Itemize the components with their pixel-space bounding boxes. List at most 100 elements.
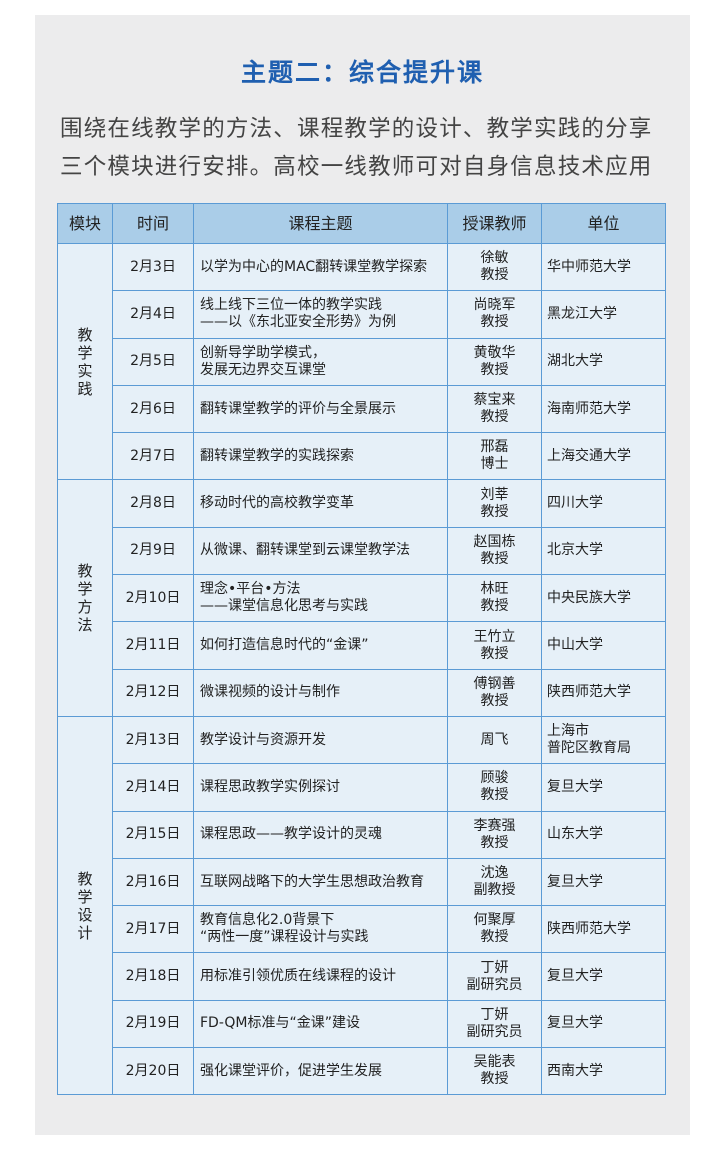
teacher-cell: 吴能表 教授 <box>447 1047 542 1096</box>
unit-cell: 陕西师范大学 <box>541 905 666 954</box>
unit-cell: 山东大学 <box>541 810 666 859</box>
topic-cell: 互联网战略下的大学生思想政治教育 <box>193 857 448 907</box>
table-row: 2月6日 翻转课堂教学的评价与全景展示 蔡宝来 教授 海南师范大学 <box>58 384 666 434</box>
table-body: 教学实践 2月3日 以学为中心的MAC翻转课堂教学探索 徐敏 教授 华中师范大学 2月4日… <box>57 242 666 1096</box>
header-row: 模块 时间 课程主题 授课教师 单位 <box>57 203 666 244</box>
teacher-cell: 丁妍 副研究员 <box>447 999 542 1049</box>
teacher-cell: 林旺 教授 <box>447 574 542 623</box>
unit-cell: 华中师范大学 <box>541 242 666 292</box>
unit-cell: 西南大学 <box>541 1047 666 1096</box>
table-row: 2月5日 创新导学助学模式， 发展无边界交互课堂 黄敬华 教授 湖北大学 <box>58 337 666 386</box>
teacher-cell: 刘莘 教授 <box>447 479 542 528</box>
topic-cell: FD-QM标准与“金课”建设 <box>193 999 448 1049</box>
date-cell: 2月4日 <box>112 290 194 339</box>
table-row: 2月18日 用标准引领优质在线课程的设计 丁妍 副研究员 复旦大学 <box>58 952 666 1001</box>
table-row: 教学实践 2月3日 以学为中心的MAC翻转课堂教学探索 徐敏 教授 华中师范大学 <box>57 242 666 481</box>
teacher-cell: 王竹立 教授 <box>447 621 542 670</box>
unit-cell: 陕西师范大学 <box>541 668 666 717</box>
teacher-cell: 周飞 <box>447 715 542 765</box>
column-header: 授课教师 <box>447 203 542 244</box>
topic-cell: 线上线下三位一体的教学实践 ——以《东北亚安全形势》为例 <box>193 290 448 339</box>
topic-cell: 翻转课堂教学的实践探索 <box>193 432 448 481</box>
card: 主题二：综合提升课 围绕在线教学的方法、课程教学的设计、教学实践的分享 三个模块… <box>35 15 690 1135</box>
date-cell: 2月10日 <box>112 574 194 623</box>
module-label: 教学方法 <box>77 562 93 635</box>
unit-cell: 复旦大学 <box>541 763 666 812</box>
teacher-cell: 赵国栋 教授 <box>447 526 542 576</box>
intro-line: 三个模块进行安排。高校一线教师可对自身信息技术应用 <box>60 154 653 180</box>
table-row: 2月12日 微课视频的设计与制作 傅钢善 教授 陕西师范大学 <box>58 668 666 717</box>
topic-cell: 翻转课堂教学的评价与全景展示 <box>193 384 448 434</box>
table-row: 2月17日 教育信息化2.0背景下 “两性一度”课程设计与实践 何聚厚 教授 陕西师范… <box>58 905 666 954</box>
topic-cell: 用标准引领优质在线课程的设计 <box>193 952 448 1001</box>
topic-cell: 教学设计与资源开发 <box>193 715 448 765</box>
table-row: 2月19日 FD-QM标准与“金课”建设 丁妍 副研究员 复旦大学 <box>58 999 666 1049</box>
column-header: 课程主题 <box>193 203 448 244</box>
unit-cell: 上海市 普陀区教育局 <box>541 715 666 765</box>
teacher-cell: 顾骏 教授 <box>447 763 542 812</box>
date-cell: 2月16日 <box>112 857 194 907</box>
title: 主题二：综合提升课 <box>240 58 484 87</box>
table-row: 2月9日 从微课、翻转课堂到云课堂教学法 赵国栋 教授 北京大学 <box>58 526 666 576</box>
unit-cell: 复旦大学 <box>541 857 666 907</box>
topic-cell: 从微课、翻转课堂到云课堂教学法 <box>193 526 448 576</box>
date-cell: 2月15日 <box>112 810 194 859</box>
table-row: 2月4日 线上线下三位一体的教学实践 ——以《东北亚安全形势》为例 尚晓军 教授 黑龙… <box>58 290 666 339</box>
teacher-cell: 李赛强 教授 <box>447 810 542 859</box>
topic-cell: 微课视频的设计与制作 <box>193 668 448 717</box>
unit-cell: 复旦大学 <box>541 952 666 1001</box>
date-cell: 2月13日 <box>112 715 194 765</box>
teacher-cell: 傅钢善 教授 <box>447 668 542 717</box>
topic-cell: 强化课堂评价，促进学生发展 <box>193 1047 448 1096</box>
column-header: 单位 <box>541 203 666 244</box>
column-header: 模块 <box>57 203 113 244</box>
module-cell: 教学设计 <box>57 715 113 1096</box>
unit-cell: 上海交通大学 <box>541 432 666 481</box>
date-cell: 2月6日 <box>112 384 194 434</box>
schedule-table: 模块 时间 课程主题 授课教师 单位 教学实践 2月3日 以学为中心的MAC翻转课堂教学探索… <box>57 203 666 1096</box>
date-cell: 2月3日 <box>112 242 194 292</box>
topic-cell: 以学为中心的MAC翻转课堂教学探索 <box>193 242 448 292</box>
table-row: 教学方法 2月8日 移动时代的高校教学变革 刘莘 教授 四川大学 <box>57 479 666 717</box>
topic-cell: 课程思政——教学设计的灵魂 <box>193 810 448 859</box>
teacher-cell: 邢磊 博士 <box>447 432 542 481</box>
module-label: 教学设计 <box>77 869 93 942</box>
date-cell: 2月17日 <box>112 905 194 954</box>
table-row: 2月20日 强化课堂评价，促进学生发展 吴能表 教授 西南大学 <box>58 1047 666 1096</box>
topic-cell: 教育信息化2.0背景下 “两性一度”课程设计与实践 <box>193 905 448 954</box>
table-row: 2月11日 如何打造信息时代的“金课” 王竹立 教授 中山大学 <box>58 621 666 670</box>
date-cell: 2月11日 <box>112 621 194 670</box>
teacher-cell: 沈逸 副教授 <box>447 857 542 907</box>
date-cell: 2月8日 <box>112 479 194 528</box>
date-cell: 2月5日 <box>112 337 194 386</box>
unit-cell: 海南师范大学 <box>541 384 666 434</box>
date-cell: 2月19日 <box>112 999 194 1049</box>
column-header: 时间 <box>112 203 194 244</box>
teacher-cell: 何聚厚 教授 <box>447 905 542 954</box>
unit-cell: 中山大学 <box>541 621 666 670</box>
date-cell: 2月9日 <box>112 526 194 576</box>
topic-cell: 如何打造信息时代的“金课” <box>193 621 448 670</box>
date-cell: 2月12日 <box>112 668 194 717</box>
unit-cell: 北京大学 <box>541 526 666 576</box>
table-row: 教学设计 2月13日 教学设计与资源开发 周飞 上海市 普陀区教育局 <box>57 715 666 1096</box>
topic-cell: 移动时代的高校教学变革 <box>193 479 448 528</box>
intro-line: 围绕在线教学的方法、课程教学的设计、教学实践的分享 <box>60 116 653 142</box>
date-cell: 2月18日 <box>112 952 194 1001</box>
topic-cell: 课程思政教学实例探讨 <box>193 763 448 812</box>
module-cell: 教学方法 <box>57 479 113 717</box>
unit-cell: 复旦大学 <box>541 999 666 1049</box>
teacher-cell: 丁妍 副研究员 <box>447 952 542 1001</box>
teacher-cell: 蔡宝来 教授 <box>447 384 542 434</box>
date-cell: 2月20日 <box>112 1047 194 1096</box>
module-cell: 教学实践 <box>57 242 113 481</box>
teacher-cell: 尚晓军 教授 <box>447 290 542 339</box>
date-cell: 2月7日 <box>112 432 194 481</box>
table-row: 2月14日 课程思政教学实例探讨 顾骏 教授 复旦大学 <box>58 763 666 812</box>
date-cell: 2月14日 <box>112 763 194 812</box>
module-label: 教学实践 <box>77 325 93 398</box>
table-row: 2月10日 理念•平台•方法 ——课堂信息化思考与实践 林旺 教授 中央民族大学 <box>58 574 666 623</box>
unit-cell: 黑龙江大学 <box>541 290 666 339</box>
unit-cell: 湖北大学 <box>541 337 666 386</box>
